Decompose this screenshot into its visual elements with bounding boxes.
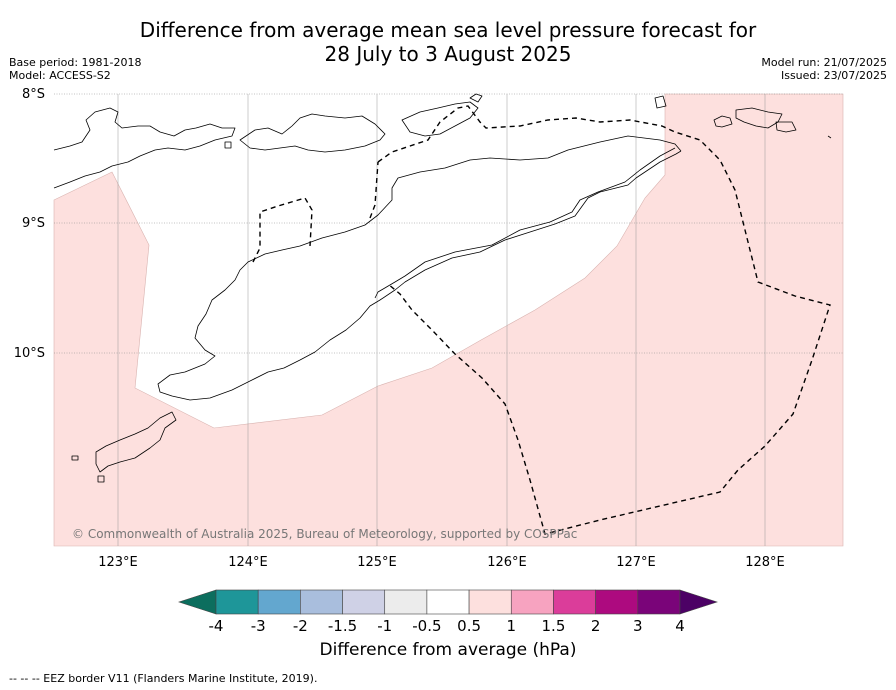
colorbar-segment (342, 589, 386, 615)
coast-timor-north (374, 147, 676, 299)
colorbar-segment (595, 589, 639, 615)
colorbar-segment (257, 589, 301, 615)
colorbar-tick-label: -4 (209, 617, 224, 635)
eez-footer-note: -- -- -- EEZ border V11 (Flanders Marine… (9, 672, 318, 685)
anomaly-fill (53, 93, 844, 547)
lon-label-128e: 128°E (745, 555, 785, 570)
lon-label-126e: 126°E (487, 555, 527, 570)
graticule (54, 93, 843, 354)
model-name: Model: ACCESS-S2 (9, 69, 111, 82)
colorbar-segment (510, 589, 554, 615)
lon-label-123e: 123°E (98, 555, 138, 570)
issued-date: Issued: 23/07/2025 (780, 69, 887, 82)
colorbar-tick-label: -1.5 (328, 617, 357, 635)
coast-island-11 (827, 135, 832, 139)
coast-island-1 (239, 113, 386, 153)
coast-island-9 (71, 455, 79, 461)
lat-label-10s: 10°S (14, 346, 45, 361)
colorbar-tick-label: 0.5 (457, 617, 481, 635)
colorbar-segment (300, 589, 343, 615)
eez-border-mid (369, 161, 379, 219)
eez-borders (252, 105, 831, 535)
coast-timor-south (157, 135, 682, 401)
colorbar-tick-label: -2 (293, 617, 308, 635)
colorbar-tick-label: -3 (251, 617, 266, 635)
colorbar-segment (637, 589, 681, 615)
coast-sabu (95, 411, 177, 473)
colorbar-title: Difference from average (hPa) (319, 640, 577, 660)
coast-island-8 (469, 93, 483, 103)
title-line-1: Difference from average mean sea level p… (139, 18, 757, 42)
eez-border-north (377, 105, 831, 535)
colorbar-tick-label: 4 (675, 617, 685, 635)
graticule-lon (117, 94, 766, 546)
colorbar-tick-label: 1.5 (542, 617, 566, 635)
coastlines (53, 93, 832, 483)
meta-right: Model run: 21/07/2025 Issued: 23/07/2025 (761, 56, 887, 82)
title-line-2: 28 July to 3 August 2025 (324, 42, 572, 66)
colorbar-tick-label: 3 (633, 617, 643, 635)
coast-island-10 (97, 475, 105, 483)
meta-left: Base period: 1981-2018 Model: ACCESS-S2 (9, 56, 141, 82)
base-period: Base period: 1981-2018 (9, 56, 142, 69)
coast-island-3 (224, 141, 232, 149)
colorbar-segment (384, 589, 428, 615)
lon-label-124e: 124°E (228, 555, 268, 570)
eez-border-west (252, 197, 313, 263)
colorbar-tick-label: -0.5 (412, 617, 441, 635)
coast-island-5 (713, 115, 733, 128)
colorbar-segment (553, 589, 596, 615)
colorbar-segment (468, 589, 512, 615)
colorbar-tick-label: -1 (377, 617, 392, 635)
lat-label-9s: 9°S (22, 216, 45, 231)
coast-island-4 (654, 95, 667, 109)
colorbar-tick-label: 1 (506, 617, 516, 635)
coast-flores (53, 107, 236, 189)
colorbar-segment (426, 589, 470, 615)
colorbar-tick-label: 2 (591, 617, 601, 635)
colorbar-extend-high (679, 589, 718, 615)
colorbar-segment (215, 589, 259, 615)
lon-label-127e: 127°E (616, 555, 656, 570)
map-title: Difference from average mean sea level p… (0, 18, 896, 66)
coast-island-7 (775, 121, 797, 133)
copyright-text: © Commonwealth of Australia 2025, Bureau… (72, 527, 577, 541)
lat-label-8s: 8°S (22, 87, 45, 102)
colorbar-extend-low (178, 589, 217, 615)
coast-island-6 (735, 107, 783, 129)
model-run: Model run: 21/07/2025 (761, 56, 887, 69)
lon-label-125e: 125°E (357, 555, 397, 570)
colorbar: -4 -3 -2 -1.5 -1 -0.5 0.5 1 1.5 2 3 4 (178, 589, 718, 635)
